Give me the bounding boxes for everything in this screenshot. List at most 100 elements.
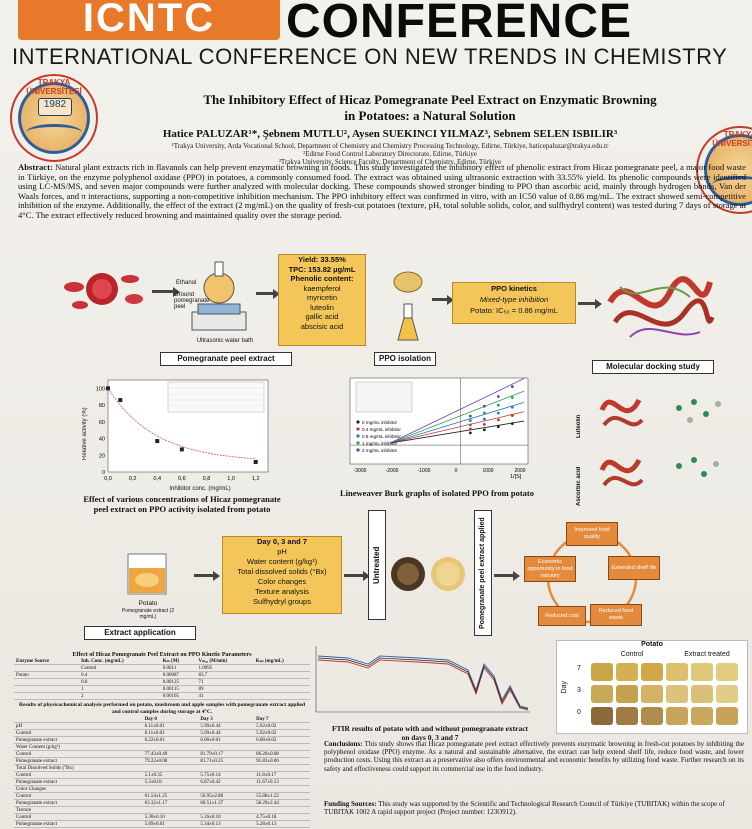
table-cell [142,827,199,829]
ftir-caption: FTIR results of potato with and without … [320,724,540,742]
legend-label: 2 mg/mL inhibitor [362,448,398,453]
data-point [496,411,500,415]
yield-value: Yield: 33.55% [298,255,346,264]
ultrasonic-bath-label: Ultrasonic water bath [196,338,254,344]
table-cell: 41 [196,692,254,700]
table-row: Control 77.43±0.49 81.79±0.17 86.20±0.08 [14,750,310,758]
affiliations: ¹Trakya University, Arda Vocational Scho… [170,142,610,166]
table-cell: 1 [79,685,161,693]
y-tick-label: 100 [96,386,105,392]
table-cell: 5.16±0.10 [198,813,255,821]
potato-sample-cell [616,663,638,681]
conclusions-text: This study shows that Hicaz pomegranate … [324,740,745,773]
table-cell: 0.8 [79,678,161,686]
table-cell [198,764,255,772]
arrow [194,571,220,581]
table-cell: Pomegranate extract [14,820,143,828]
logo-year: 1982 [38,98,72,116]
potato-sample-cell [716,707,738,725]
table-header-cell [14,716,143,723]
ascorbic-acid-label: Ascorbic acid [576,466,582,506]
table-row: Total Dissolved Solids (°Bx) [14,764,310,772]
chart1-xlabel: Inhibitor conc. (mg/mL) [169,486,231,492]
tpc-value: TPC: 153.82 µg/mL [288,264,356,274]
arrow [256,289,280,299]
extract-application-caption: Extract application [84,626,196,640]
table-row: Control 6.11±0.01 5.99±0.44 5.92±0.02 [14,729,310,737]
table-cell: 81.71±0.25 [198,757,255,765]
arrow [152,287,180,297]
table-cell: 61.54±1.25 [142,792,199,800]
potato-sample-cell [591,685,613,703]
x-tick-label: 0 [455,468,458,474]
table-cell: 5.99±0.44 [198,722,255,730]
table-row: Pomegranate extract 6.22±0.01 6.00±0.01 6.0… [14,736,310,744]
table-cell [254,785,310,793]
data-point [468,427,472,431]
table-cell: 63.32±1.17 [142,799,199,807]
table-cell: pH [14,722,143,730]
table-row: Color Changes [14,785,310,793]
measure-item: pH [277,547,287,556]
potato-label: Potato [138,600,158,607]
potato-sample-cell [591,707,613,725]
y-tick-label: 80 [99,403,105,409]
potato-slices-images [391,557,465,591]
table-cell: 6.11±0.01 [142,729,199,737]
table-row: Control 5.30±0.10 5.16±0.10 4.75±0.18 [14,813,310,821]
table-cell: 5.92±0.02 [254,729,310,737]
kinetics-table: Enzyme Source Inh. Conc. (mg/mL) Kₘ (M) Vₘₐ… [14,658,310,700]
funding-text: This study was supported by the Scientif… [324,800,725,816]
table-header-cell: Day 7 [254,716,310,723]
chart1-ylabel: Relative activity (%) [82,407,88,460]
logo-text: TRAKYA ÜNİVERSİTESİ [712,130,752,148]
table-header-cell: Kᵢₘ (mg/mL) [253,658,310,665]
data-point [468,414,472,418]
chart1-caption-line-1: Effect of various concentrations of Hica… [83,494,281,504]
trakya-university-logo-left: TRAKYA ÜNİVERSİTESİ 1982 [10,74,98,162]
data-point [496,425,500,429]
table-cell: Control [14,729,143,737]
potato-color-grid: Potato Control Extract treated Day 7 3 0 [556,640,748,734]
table-cell: 5.30±0.10 [142,813,199,821]
table-cell: 0.00115 [160,685,197,693]
table-cell [198,806,255,814]
abstract-label: Abstract: [18,162,53,172]
table-header-cell: Day 3 [198,716,255,723]
table-cell [14,664,80,672]
analysis-box: Day 0, 3 and 7 pH Water content (g/kg¹) … [222,536,342,614]
table-header-cell: Vₘₐₓ (M/min) [196,658,254,665]
affiliation-2: ²Edirne Food Control Laboratory Director… [303,150,477,158]
bridge-icon [712,176,752,193]
table-cell: Control [14,750,143,758]
table-row: Water Content (g/kg¹) [14,743,310,751]
kinetics-title: PPO kinetics [491,284,537,293]
x-tick-label: 0,0 [104,476,112,482]
potato-sample-cell [641,685,663,703]
y-tick-label: 20 [99,453,105,459]
table-cell [254,827,310,829]
table-cell: Pomegranate extract [14,799,143,807]
table-cell: 4.75±0.18 [254,813,310,821]
table-cell [14,692,80,700]
table-cell [142,806,199,814]
legend-marker [356,427,360,431]
table-cell: 2 [79,692,161,700]
data-point [106,386,110,391]
table-cell: 86.20±0.08 [254,750,310,758]
title-line-1: The Inhibitory Effect of Hicaz Pomegrana… [203,92,657,107]
measure-item: Total dissolved solids (°Bx) [237,567,327,576]
table-cell: 5.34±0.13 [198,820,255,828]
inhibition-chart: 0,0 0,2 0,4 0,6 0,8 1,0 1,2 100 80 60 40 20 0 [96,379,269,482]
table-row: 1 0.00115 89 [14,685,310,693]
grid-day-3: 3 [577,687,581,694]
table-cell: Total Dissolved Solids (°Bx) [14,764,143,772]
table-cell [14,678,80,686]
table-cell: Control [14,792,143,800]
table-cell: 91.83±0.06 [254,757,310,765]
y-tick-label: 60 [99,420,105,426]
physicochemical-table: Day 0 Day 3 Day 7 pH 6.11±0.01 5.99±0.44 5.92±… [14,716,310,829]
table-cell: Pomegranate extract [14,757,143,765]
kinetics-type: Mixed-type inhibition [479,295,549,304]
data-point [482,417,486,421]
